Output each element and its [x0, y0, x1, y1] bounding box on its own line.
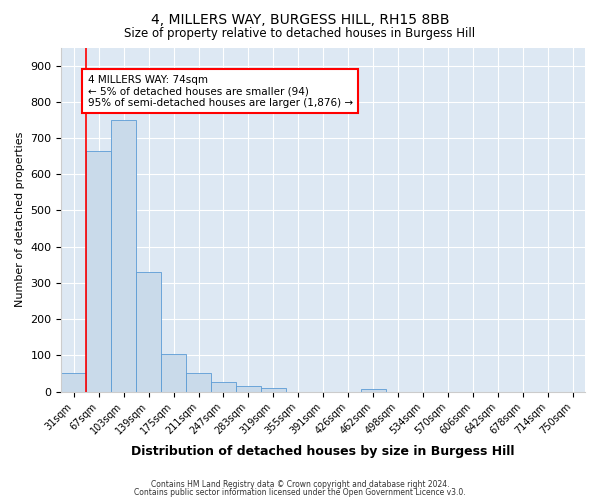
Bar [186, 374, 211, 392]
Bar [86, 150, 111, 392]
Y-axis label: Number of detached properties: Number of detached properties [15, 132, 25, 307]
Bar [261, 388, 286, 392]
Text: Contains public sector information licensed under the Open Government Licence v3: Contains public sector information licen… [134, 488, 466, 497]
Text: 4, MILLERS WAY, BURGESS HILL, RH15 8BB: 4, MILLERS WAY, BURGESS HILL, RH15 8BB [151, 12, 449, 26]
Bar [236, 386, 261, 392]
Bar [111, 120, 136, 392]
Bar [136, 272, 161, 392]
X-axis label: Distribution of detached houses by size in Burgess Hill: Distribution of detached houses by size … [131, 444, 515, 458]
Text: 4 MILLERS WAY: 74sqm
← 5% of detached houses are smaller (94)
95% of semi-detach: 4 MILLERS WAY: 74sqm ← 5% of detached ho… [88, 74, 353, 108]
Text: Size of property relative to detached houses in Burgess Hill: Size of property relative to detached ho… [124, 28, 476, 40]
Bar [211, 382, 236, 392]
Bar [61, 374, 86, 392]
Text: Contains HM Land Registry data © Crown copyright and database right 2024.: Contains HM Land Registry data © Crown c… [151, 480, 449, 489]
Bar [161, 354, 186, 392]
Bar [361, 388, 386, 392]
